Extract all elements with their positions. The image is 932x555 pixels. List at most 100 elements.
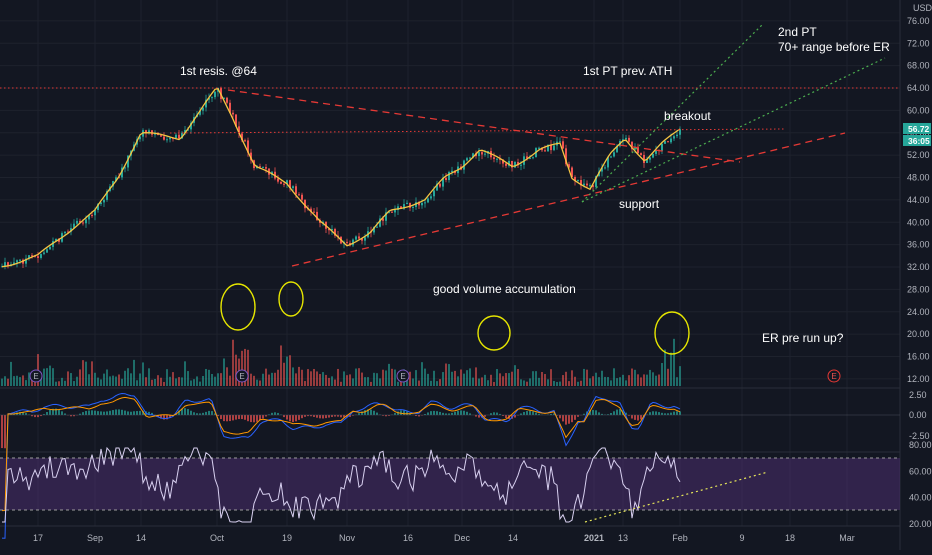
time-tick-label: 17 <box>33 533 43 543</box>
volume-bar <box>493 382 495 386</box>
macd-histogram-bar <box>673 412 675 415</box>
macd-histogram-bar <box>631 415 633 419</box>
countdown-value: 36:05 <box>908 136 930 146</box>
earnings-marker-3[interactable]: E <box>397 370 409 382</box>
earnings-marker-1[interactable]: E <box>30 370 42 382</box>
volume-bar <box>550 369 552 386</box>
volume-bar <box>190 381 192 386</box>
macd-histogram-bar <box>61 411 63 415</box>
volume-bar <box>430 381 432 386</box>
earnings-marker-4[interactable]: E <box>828 370 840 382</box>
volume-bar <box>532 371 534 386</box>
candle-body <box>244 140 246 141</box>
macd-histogram-bar <box>85 411 87 415</box>
candle-body <box>43 253 45 254</box>
volume-bar <box>358 368 360 386</box>
volume-bar <box>262 374 264 386</box>
macd-histogram-bar <box>559 415 561 418</box>
candle-body <box>424 202 426 203</box>
candle-body <box>37 256 39 258</box>
time-tick-label: 14 <box>136 533 146 543</box>
rsi-tick-label: 40.00 <box>909 493 932 503</box>
volume-bar <box>547 379 549 386</box>
macd-histogram-bar <box>253 415 255 422</box>
volume-bar <box>172 372 174 386</box>
candle-body <box>364 237 366 240</box>
candle-body <box>214 92 216 97</box>
volume-bar <box>121 379 123 386</box>
price-tick-label: 36.00 <box>907 240 930 250</box>
volume-bar <box>589 378 591 386</box>
volume-bar <box>52 368 54 386</box>
macd-histogram-bar <box>118 409 120 415</box>
macd-histogram-bar <box>274 412 276 415</box>
macd-histogram-bar <box>298 415 300 420</box>
candle-body <box>652 154 654 158</box>
candle-body <box>211 97 213 98</box>
candle-body <box>664 141 666 144</box>
candle-body <box>625 138 627 139</box>
candle-body <box>91 215 93 216</box>
candle-body <box>355 236 357 239</box>
macd-histogram-bar <box>283 415 285 417</box>
volume-bar <box>511 372 513 386</box>
volume-bar <box>13 376 15 386</box>
price-tick-label: 40.00 <box>907 217 930 227</box>
price-tick-label: 52.00 <box>907 150 930 160</box>
volume-bar <box>7 379 9 386</box>
volume-bar <box>343 371 345 386</box>
volume-bar <box>199 382 201 386</box>
macd-histogram-bar <box>220 415 222 419</box>
volume-bar <box>631 369 633 386</box>
macd-histogram-bar <box>649 412 651 415</box>
volume-bar <box>544 374 546 386</box>
candle-body <box>85 219 87 223</box>
volume-bar <box>496 369 498 386</box>
volume-bar <box>556 382 558 386</box>
candle-body <box>583 184 585 186</box>
annotation-resistance: 1st resis. @64 <box>180 64 257 78</box>
candle-body <box>445 178 447 180</box>
volume-bar <box>634 370 636 386</box>
macd-histogram-bar <box>496 413 498 415</box>
volume-bar <box>106 369 108 386</box>
currency-label: USD <box>913 3 932 13</box>
volume-bar <box>433 371 435 386</box>
macd-histogram-bar <box>250 415 252 422</box>
volume-bar <box>523 380 525 386</box>
volume-bar <box>469 368 471 386</box>
macd-histogram-bar <box>433 411 435 415</box>
volume-bar <box>457 376 459 386</box>
candle-body <box>391 212 393 213</box>
volume-bar <box>88 374 90 386</box>
candle-body <box>295 186 297 194</box>
earnings-marker-2[interactable]: E <box>236 370 248 382</box>
candle-body <box>406 203 408 204</box>
macd-histogram-bar <box>112 410 114 415</box>
price-tick-label: 20.00 <box>907 329 930 339</box>
volume-bar <box>349 374 351 386</box>
macd-histogram-bar <box>373 411 375 415</box>
macd-histogram-bar <box>328 415 330 418</box>
volume-bar <box>217 373 219 386</box>
candle-body <box>496 159 498 160</box>
macd-histogram-bar <box>187 409 189 415</box>
volume-bar <box>421 362 423 386</box>
volume-bar <box>334 380 336 386</box>
candle-body <box>478 152 480 156</box>
candle-body <box>64 232 66 234</box>
volume-bar <box>229 376 231 386</box>
volume-bar <box>583 369 585 386</box>
price-tick-label: 44.00 <box>907 195 930 205</box>
volume-bar <box>520 379 522 386</box>
volume-bar <box>16 376 18 386</box>
macd-histogram-bar <box>277 413 279 415</box>
candle-body <box>262 167 264 168</box>
candle-body <box>562 141 564 148</box>
macd-histogram-bar <box>241 415 243 419</box>
volume-bar <box>163 382 165 386</box>
macd-histogram-bar <box>526 411 528 415</box>
candle-body <box>226 98 228 103</box>
